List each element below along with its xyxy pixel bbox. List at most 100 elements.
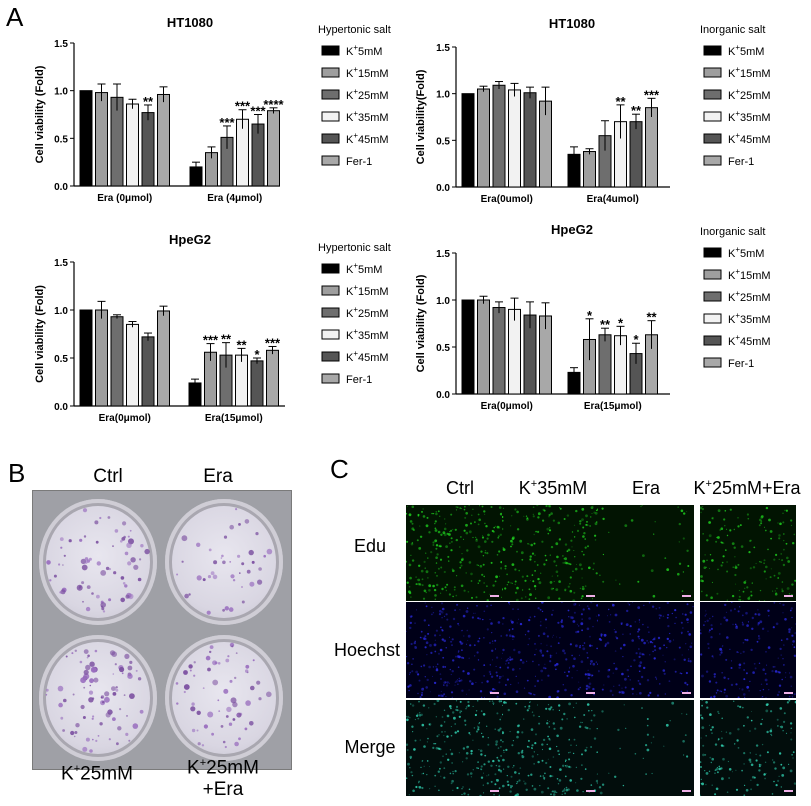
cell-dot — [639, 691, 642, 695]
cell-dot — [553, 560, 556, 563]
cell-dot — [666, 616, 669, 619]
cell-dot — [517, 608, 519, 611]
cell-dot — [640, 505, 642, 508]
scale-bar — [490, 595, 499, 597]
cell-dot — [593, 714, 596, 717]
cell-dot — [737, 696, 740, 698]
cell-dot — [653, 637, 656, 641]
cell-dot — [564, 671, 566, 673]
cell-dot — [745, 672, 748, 675]
cell-dot — [631, 639, 634, 642]
cell-dot — [779, 726, 781, 728]
cell-dot — [413, 641, 416, 645]
cell-dot — [520, 551, 524, 555]
cell-dot — [489, 673, 492, 675]
cell-dot — [586, 652, 589, 654]
cell-dot — [548, 738, 551, 740]
colony-dot — [139, 558, 142, 561]
cell-dot — [581, 595, 584, 598]
micro-cells — [502, 602, 598, 698]
cell-dot — [776, 718, 779, 721]
bar-4-1 — [629, 121, 643, 188]
cell-dot — [641, 707, 643, 709]
cell-dot — [686, 683, 689, 686]
cell-dot — [739, 599, 742, 601]
cell-dot — [499, 727, 502, 730]
cell-dot — [719, 653, 722, 656]
cell-dot — [407, 762, 410, 766]
cell-dot — [620, 690, 624, 694]
bar-0-0 — [79, 90, 93, 187]
cell-dot — [444, 731, 446, 733]
cell-dot — [781, 581, 784, 583]
cell-dot — [658, 614, 661, 617]
cell-dot — [427, 737, 429, 740]
cell-dot — [524, 782, 527, 785]
cell-dot — [714, 793, 717, 796]
colony-dot — [144, 548, 150, 555]
colony-dot — [114, 663, 117, 666]
cell-dot — [449, 749, 451, 751]
micro-tile-r1-c2 — [598, 602, 694, 698]
cell-dot — [473, 612, 475, 614]
cell-dot — [481, 732, 483, 734]
legend-label-5: Fer-1 — [346, 374, 372, 386]
cell-dot — [535, 588, 536, 590]
cell-dot — [754, 667, 757, 670]
cell-dot — [764, 678, 768, 682]
colony-dot — [208, 548, 212, 552]
colony-dot — [181, 535, 188, 542]
cell-dot — [557, 521, 561, 525]
cell-dot — [729, 648, 731, 650]
cell-dot — [508, 630, 510, 632]
cell-dot — [758, 765, 761, 768]
legend-swatch-1 — [321, 67, 340, 78]
cell-dot — [439, 515, 441, 517]
cell-dot — [549, 656, 552, 658]
cell-dot — [508, 602, 510, 604]
cell-dot — [461, 793, 463, 796]
cell-dot — [425, 591, 427, 594]
cell-dot — [449, 772, 452, 775]
cell-dot — [786, 587, 790, 590]
cell-dot — [583, 642, 586, 644]
cell-dot — [760, 696, 762, 698]
cell-dot — [792, 542, 795, 545]
cell-dot — [480, 768, 483, 771]
cell-dot — [730, 683, 734, 687]
colony-dot — [100, 570, 107, 576]
cell-dot — [786, 637, 789, 641]
cell-dot — [478, 722, 481, 724]
significance-mark: ** — [143, 94, 154, 109]
micro-cells — [502, 700, 598, 796]
cell-dot — [751, 582, 753, 584]
cell-dot — [750, 594, 753, 597]
cell-dot — [425, 605, 428, 608]
cell-dot — [411, 522, 414, 525]
cell-dot — [531, 711, 534, 713]
cell-dot — [460, 710, 463, 712]
cell-dot — [731, 602, 733, 603]
cell-dot — [569, 666, 571, 668]
cell-dot — [412, 529, 415, 531]
cell-dot — [537, 530, 540, 533]
cell-dot — [706, 619, 709, 622]
cell-dot — [710, 636, 713, 639]
x-category-label: Era(0μmol) — [481, 401, 533, 412]
cell-dot — [783, 712, 786, 715]
cell-dot — [611, 694, 614, 696]
cell-dot — [446, 735, 449, 738]
cell-dot — [708, 521, 711, 524]
cell-dot — [448, 560, 450, 562]
cell-dot — [523, 687, 526, 689]
cell-dot — [422, 597, 426, 600]
cell-dot — [700, 511, 702, 514]
cell-dot — [430, 551, 433, 554]
cell-dot — [720, 737, 723, 740]
cell-dot — [463, 508, 466, 511]
colony-dot — [255, 532, 259, 536]
colony-dot — [89, 678, 94, 684]
cell-dot — [518, 779, 521, 782]
cell-dot — [467, 745, 470, 748]
cell-dot — [424, 676, 426, 678]
